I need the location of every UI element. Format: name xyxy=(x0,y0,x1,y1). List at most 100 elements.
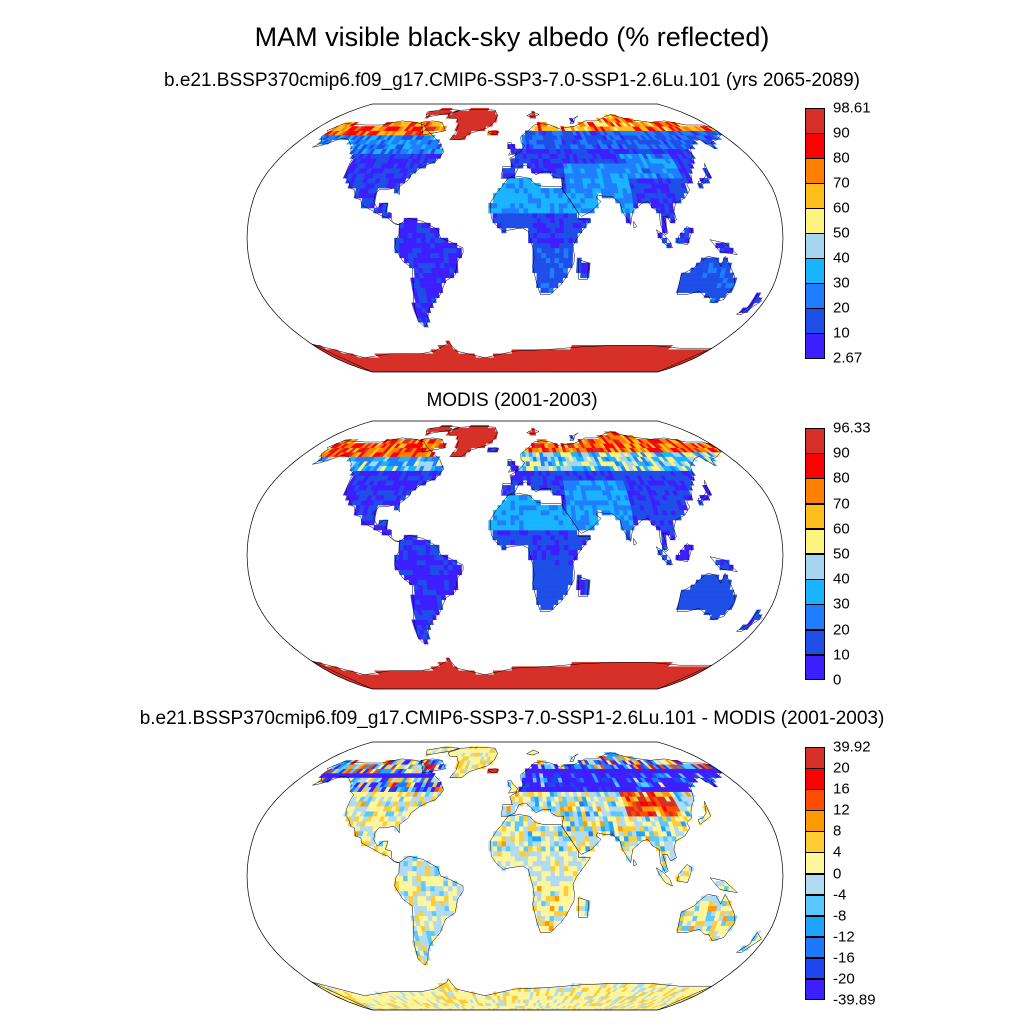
grid-cell xyxy=(567,534,574,541)
grid-cell xyxy=(523,222,529,229)
grid-cell xyxy=(519,539,525,546)
grid-cell xyxy=(505,529,511,536)
grid-cell xyxy=(579,504,585,511)
grid-cell xyxy=(541,207,547,214)
grid-cell xyxy=(575,514,581,521)
grid-cell xyxy=(576,207,582,214)
grid-cell xyxy=(697,182,705,189)
grid-cell xyxy=(559,544,565,551)
grid-cell xyxy=(563,222,569,229)
grid-cell xyxy=(512,684,516,688)
grid-cell xyxy=(432,594,438,601)
grid-cell xyxy=(541,524,547,531)
grid-cell xyxy=(554,534,560,541)
grid-cell xyxy=(549,579,556,586)
grid-cell xyxy=(576,202,582,209)
grid-cell xyxy=(679,554,685,561)
grid-cell xyxy=(563,247,569,254)
grid-cell xyxy=(518,182,524,189)
grid-cell xyxy=(576,579,582,586)
grid-cell xyxy=(505,514,511,521)
grid-cell xyxy=(434,574,441,581)
colorbar-segment xyxy=(805,208,825,234)
grid-cell xyxy=(661,544,667,551)
grid-cell xyxy=(628,519,635,526)
grid-cell xyxy=(501,539,507,546)
grid-cell xyxy=(728,272,735,279)
grid-cell xyxy=(510,168,516,174)
grid-cell xyxy=(497,514,503,521)
grid-cell xyxy=(545,202,551,209)
grid-cell xyxy=(527,499,533,506)
grid-cell xyxy=(517,349,522,354)
grid-cell xyxy=(429,134,436,140)
grid-cell xyxy=(624,524,631,531)
grid-cell xyxy=(435,262,441,269)
grid-cell xyxy=(425,539,431,546)
grid-cell xyxy=(535,168,541,174)
grid-cell xyxy=(492,217,498,224)
colorbar-label: 60 xyxy=(833,199,850,217)
grid-cell xyxy=(505,670,510,675)
grid-cell xyxy=(505,674,510,679)
grid-cell xyxy=(407,242,413,249)
grid-cell xyxy=(514,524,520,531)
grid-cell xyxy=(753,292,762,299)
grid-cell xyxy=(501,534,507,541)
grid-cell xyxy=(512,367,516,371)
grid-cell xyxy=(554,529,560,536)
grid-cell xyxy=(429,232,435,239)
grid-cell xyxy=(553,594,559,601)
grid-cell xyxy=(514,207,520,214)
grid-cell xyxy=(536,564,542,571)
coastline xyxy=(709,239,739,255)
grid-cell xyxy=(510,217,516,224)
grid-cell xyxy=(541,217,547,224)
grid-cell xyxy=(545,217,551,224)
grid-cell xyxy=(496,534,502,541)
grid-cell xyxy=(545,584,551,591)
grid-cell xyxy=(522,153,528,159)
grid-cell xyxy=(539,168,545,174)
grid-cell xyxy=(431,272,437,279)
grid-cell xyxy=(553,443,559,448)
grid-cell xyxy=(510,539,516,546)
grid-cell xyxy=(432,277,438,284)
grid-cell xyxy=(448,262,454,269)
grid-cell xyxy=(535,485,541,491)
grid-cell xyxy=(501,524,507,531)
grid-cell xyxy=(713,574,720,581)
grid-cell xyxy=(407,564,413,571)
grid-cell xyxy=(417,579,423,586)
grid-cell xyxy=(425,227,431,234)
grid-cell xyxy=(580,267,586,274)
grid-cell xyxy=(567,519,573,526)
grid-cell xyxy=(584,267,591,274)
grid-cell xyxy=(492,519,498,526)
grid-cell xyxy=(532,534,538,541)
grid-cell xyxy=(491,110,497,115)
grid-cell xyxy=(545,237,551,244)
grid-cell xyxy=(537,242,543,249)
grid-cell xyxy=(554,247,560,254)
grid-cell xyxy=(576,519,582,526)
grid-cell xyxy=(537,549,542,556)
coastline xyxy=(500,114,721,236)
grid-cell xyxy=(506,485,512,491)
grid-cell xyxy=(583,509,590,516)
grid-cell xyxy=(563,549,569,556)
grid-cell xyxy=(554,559,560,566)
colorbar-label: 10 xyxy=(833,324,850,342)
grid-cell xyxy=(519,504,524,511)
grid-cell xyxy=(439,574,445,581)
grid-cell xyxy=(546,544,551,551)
grid-cell xyxy=(572,534,578,541)
grid-cell xyxy=(531,504,537,511)
grid-cell xyxy=(554,267,560,274)
grid-cell xyxy=(550,529,556,536)
grid-cell xyxy=(443,252,449,259)
grid-cell xyxy=(531,499,537,506)
grid-cell xyxy=(429,559,436,566)
grid-cell xyxy=(709,257,715,264)
grid-cell xyxy=(523,217,529,224)
